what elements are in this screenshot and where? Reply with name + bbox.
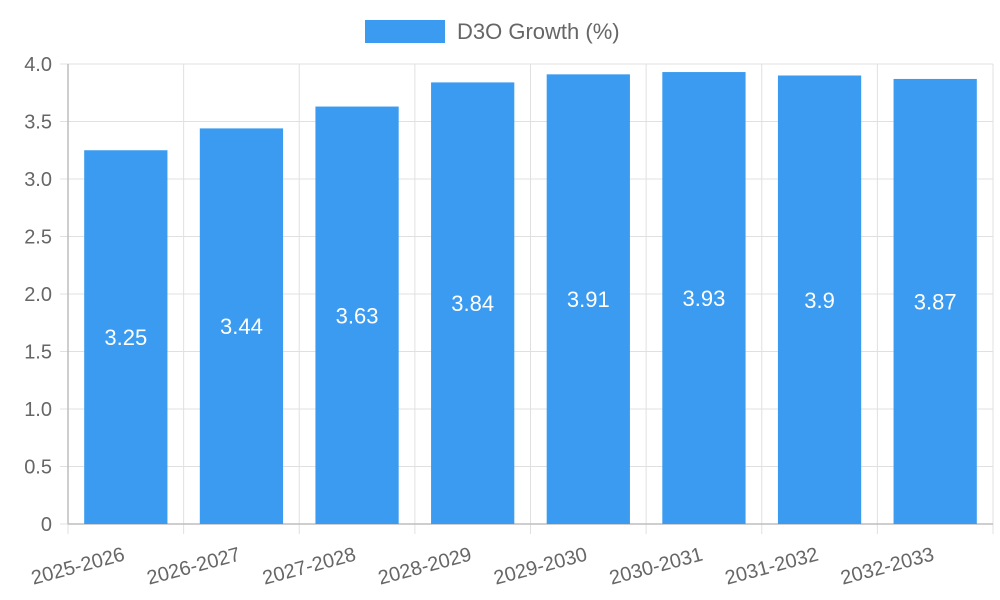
data-label-2025-2026: 3.25	[104, 325, 147, 350]
bar-2032-2033	[893, 78, 977, 524]
x-tick-label: 2026-2027	[145, 544, 243, 590]
x-tick-label: 2027-2028	[260, 544, 358, 590]
x-tick-label: 2031-2032	[723, 544, 821, 590]
data-labels: 3.25 3.44 3.63 3.84 3.91 3.93 3.9 3.87	[104, 286, 956, 350]
y-tick-label: 2.5	[24, 227, 52, 249]
y-tick-label: 0.5	[24, 457, 52, 479]
data-label-2029-2030: 3.91	[567, 287, 610, 312]
legend-label-d3o-growth: D3O Growth (%)	[457, 19, 620, 44]
y-tick-label: 4.0	[24, 54, 52, 76]
y-axis: 0 0.5 1.0 1.5 2.0 2.5 3.0 3.5 4.0	[24, 54, 69, 536]
data-label-2031-2032: 3.9	[804, 288, 835, 313]
x-tick-label: 2028-2029	[376, 544, 474, 590]
data-label-2026-2027: 3.44	[220, 314, 263, 339]
bar-2030-2031	[662, 72, 746, 525]
legend: D3O Growth (%)	[365, 19, 620, 44]
data-label-2030-2031: 3.93	[683, 286, 726, 311]
y-tick-label: 0	[41, 514, 52, 536]
x-tick-label: 2025-2026	[29, 544, 127, 590]
x-axis: 2025-2026 2026-2027 2027-2028 2028-2029 2029…	[29, 523, 993, 590]
y-tick-label: 1.0	[24, 399, 52, 421]
legend-swatch-d3o-growth	[365, 20, 445, 43]
data-label-2032-2033: 3.87	[914, 289, 957, 314]
data-label-2028-2029: 3.84	[451, 291, 494, 316]
x-tick-label: 2030-2031	[607, 544, 705, 590]
x-tick-label: 2029-2030	[492, 544, 590, 590]
bar-2028-2029	[431, 82, 515, 525]
bar-2027-2028	[315, 106, 399, 525]
y-tick-label: 3.0	[24, 169, 52, 191]
bar-2026-2027	[199, 128, 284, 524]
x-tick-label: 2032-2033	[838, 544, 936, 590]
bar-2025-2026	[84, 150, 168, 524]
bars	[84, 72, 977, 525]
bar-2031-2032	[777, 75, 862, 524]
y-tick-label: 3.5	[24, 112, 52, 134]
data-label-2027-2028: 3.63	[336, 303, 379, 328]
bar-2029-2030	[546, 74, 630, 524]
y-tick-label: 2.0	[24, 284, 52, 306]
y-tick-label: 1.5	[24, 342, 52, 364]
